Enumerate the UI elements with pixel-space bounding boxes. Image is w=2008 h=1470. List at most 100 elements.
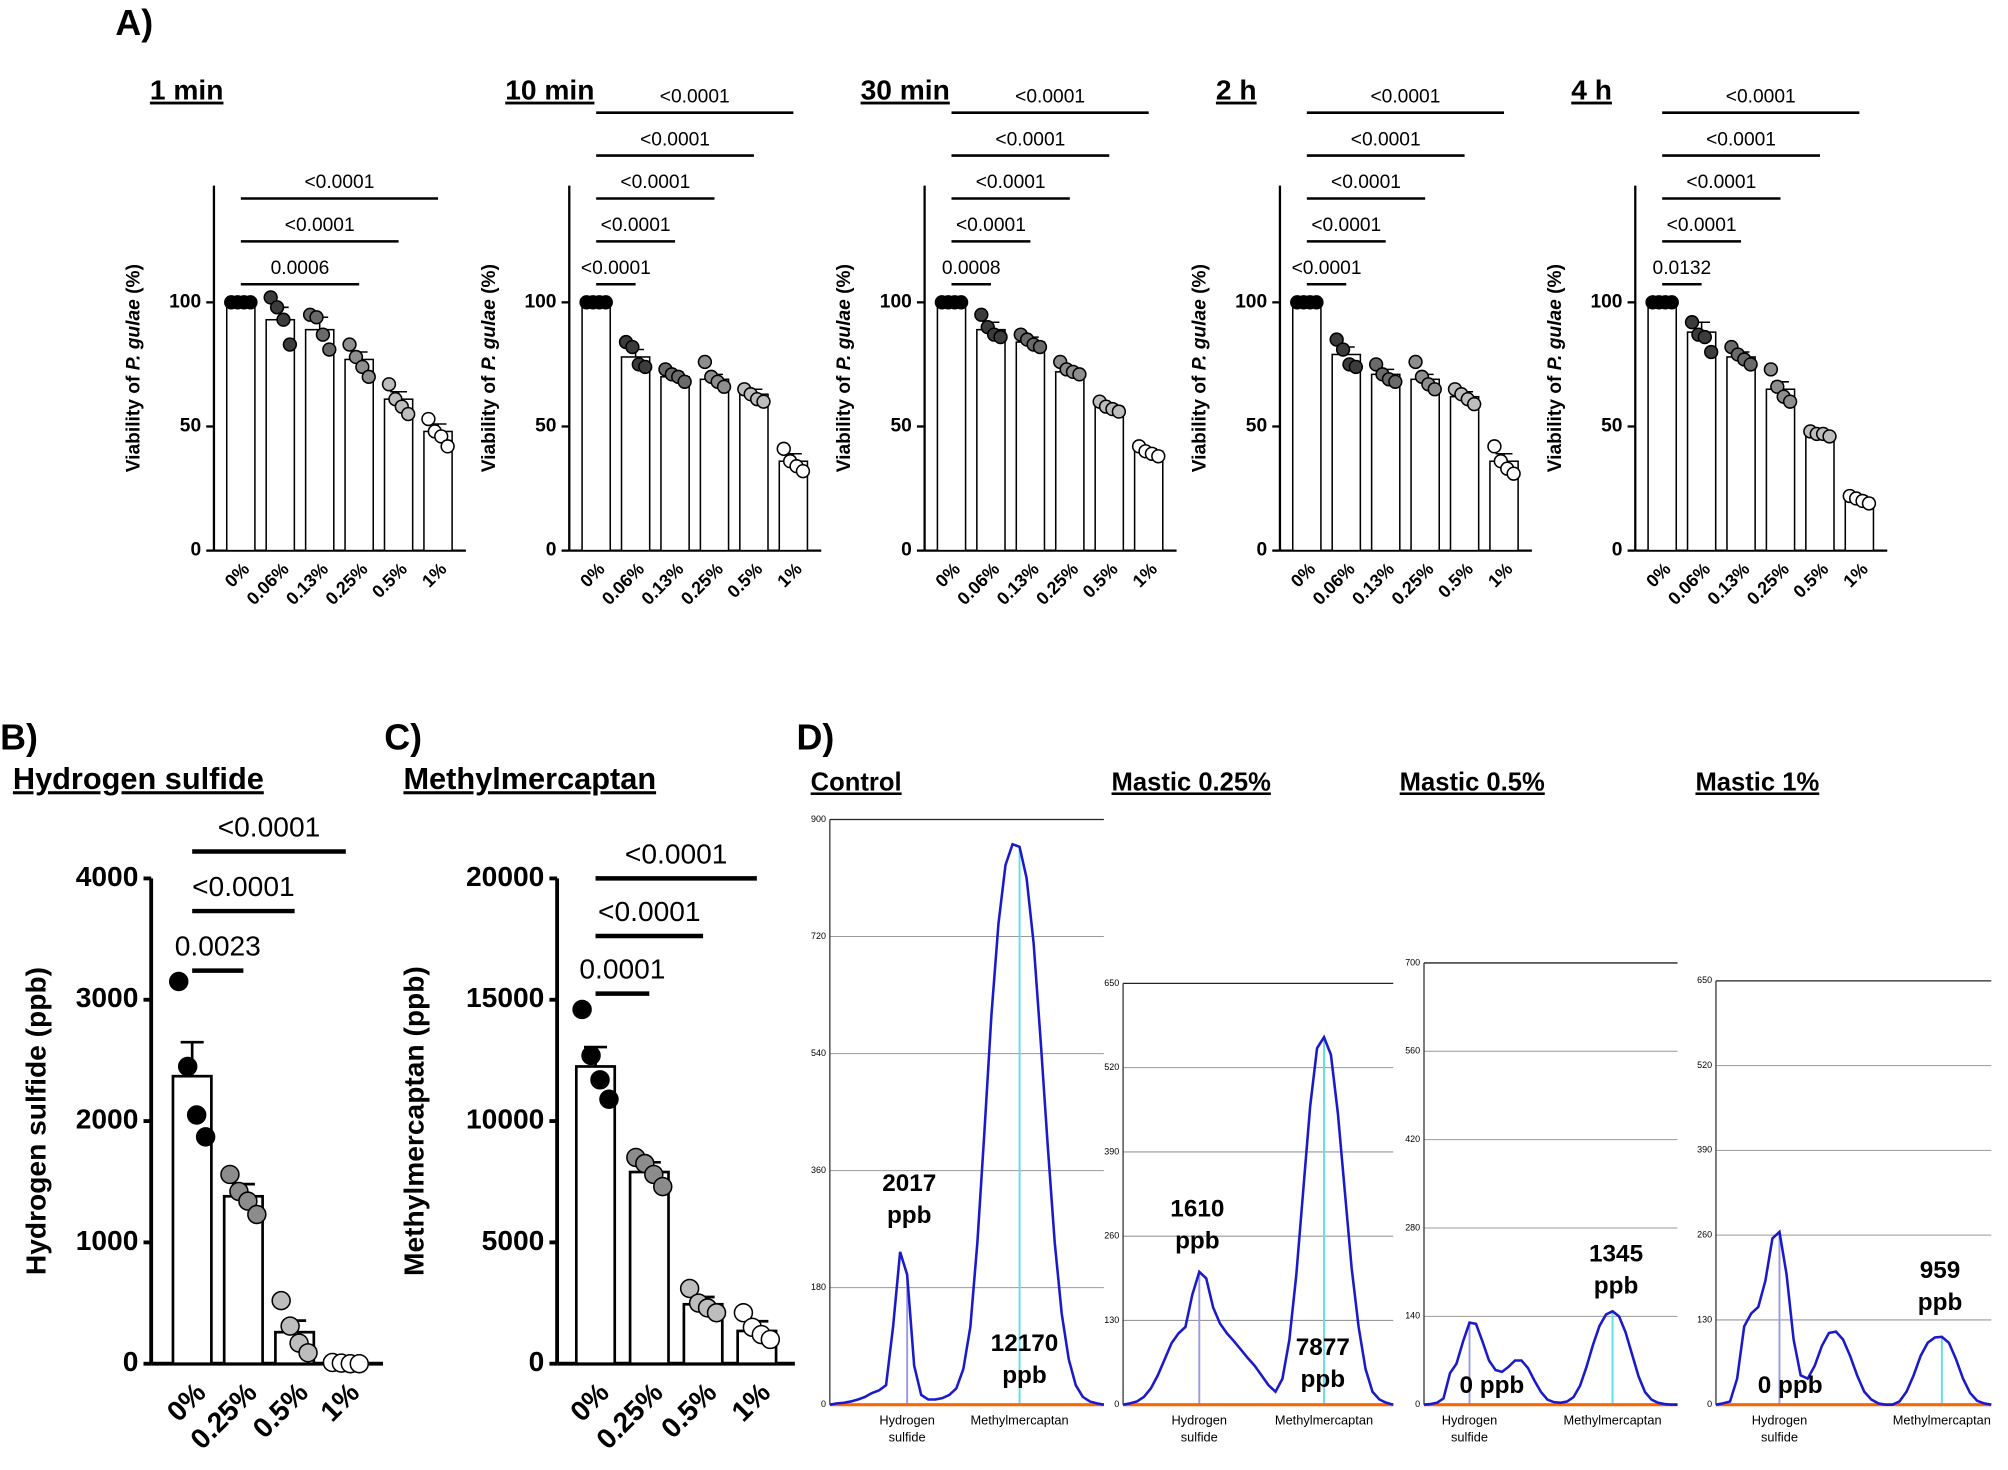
bar	[976, 328, 1006, 552]
y-tick-label: 100	[524, 291, 556, 312]
x-tick-label: 0.5%	[1079, 559, 1122, 602]
data-point	[271, 1290, 291, 1311]
peak-name: sulfide	[1451, 1429, 1488, 1444]
y-tick-label: 50	[535, 416, 556, 437]
p-value-label: <0.0001	[218, 810, 321, 842]
y-axis-label-part: (%)	[834, 264, 855, 299]
bar	[1015, 341, 1046, 552]
x-tick-label: 0.06%	[1664, 559, 1714, 609]
peak-name: Methylmercaptan	[1563, 1413, 1661, 1428]
x-tick-label: 0.25%	[1743, 559, 1793, 609]
data-point	[381, 377, 397, 392]
peak-name: Hydrogen	[1172, 1413, 1227, 1428]
data-point	[1151, 449, 1166, 464]
y-axis-label-part: P. gulae	[124, 299, 145, 370]
data-point	[361, 369, 376, 384]
p-value-label: 0.0001	[579, 953, 665, 985]
bar-chart: 2 h Viability of P. gulae (%) 0 50 100 0%0.06…	[1190, 74, 1532, 609]
x-tick-label: 1%	[418, 559, 450, 591]
x-tick-label: 1%	[1484, 559, 1516, 591]
y-tick-label: 2000	[76, 1103, 139, 1135]
data-point	[1032, 339, 1048, 355]
chart-title: Mastic 1%	[1695, 768, 1819, 796]
bar	[739, 393, 769, 552]
y-tick-label: 390	[1697, 1145, 1712, 1155]
y-tick-label: 720	[811, 931, 826, 941]
bar	[936, 301, 967, 552]
chart-title: 2 h	[1216, 74, 1257, 106]
x-tick-label: 0.13%	[637, 559, 687, 609]
p-value-label: 0.0006	[271, 258, 330, 279]
bar	[222, 1194, 264, 1366]
y-axis-label-part: Viability of	[1545, 370, 1566, 472]
chart-title: Control	[811, 768, 902, 796]
x-tick-label: 0.06%	[598, 559, 648, 609]
y-tick-label: 50	[1246, 416, 1267, 437]
y-tick-label: 0	[821, 1399, 826, 1409]
peak-annotation: 2017	[882, 1170, 936, 1197]
p-value-label: <0.0001	[598, 895, 701, 927]
peak-annotation: 7877	[1296, 1334, 1350, 1361]
data-point	[795, 463, 811, 479]
bar	[1291, 301, 1322, 552]
data-point	[342, 337, 357, 352]
bar	[171, 1074, 213, 1366]
y-tick-label: 100	[880, 291, 912, 312]
peak-annotation: ppb	[1002, 1362, 1047, 1389]
data-point	[1335, 342, 1351, 357]
bar	[1647, 301, 1678, 552]
data-point	[315, 327, 331, 342]
signal-line	[1423, 1309, 1678, 1406]
y-tick-label: 0	[1707, 1399, 1712, 1409]
data-point	[421, 411, 436, 427]
x-tick-label: 0.06%	[1309, 559, 1359, 609]
data-point	[440, 439, 455, 454]
data-point	[177, 1056, 198, 1077]
y-tick-label: 900	[811, 814, 826, 824]
bar	[1133, 450, 1164, 552]
data-point	[1697, 329, 1712, 345]
x-tick-label: 0.06%	[243, 559, 293, 609]
data-point	[280, 1316, 300, 1336]
data-point	[953, 295, 969, 310]
data-point	[1072, 367, 1087, 382]
bar	[1449, 395, 1480, 552]
panel-label: A)	[115, 3, 153, 43]
data-point	[625, 339, 640, 355]
data-point	[1506, 466, 1521, 481]
data-point	[348, 349, 364, 365]
x-tick-label: 1%	[314, 1376, 365, 1427]
data-point	[756, 394, 771, 409]
x-tick-label: 0%	[221, 559, 253, 591]
data-point	[1427, 382, 1442, 397]
data-point	[1743, 357, 1758, 372]
x-tick-label: 0%	[932, 559, 964, 591]
x-tick-label: 0.13%	[1703, 559, 1753, 609]
y-tick-label: 700	[1405, 957, 1420, 967]
p-value-label: <0.0001	[1331, 172, 1401, 193]
y-tick-label: 50	[890, 416, 911, 437]
y-tick-label: 15000	[466, 981, 544, 1013]
y-axis-label: Viability of P. gulae (%)	[124, 264, 145, 472]
data-point	[1782, 394, 1798, 409]
data-point	[195, 1127, 216, 1147]
bar	[225, 301, 256, 552]
y-axis-label-part: (%)	[124, 264, 145, 299]
panel-label: C)	[384, 718, 422, 758]
y-tick-label: 650	[1104, 978, 1119, 988]
x-tick-label: 0.25%	[677, 559, 727, 609]
data-point	[733, 1303, 754, 1323]
y-axis-label: Viability of P. gulae (%)	[1545, 264, 1566, 472]
data-point	[269, 300, 285, 315]
x-tick-label: 0.06%	[953, 559, 1003, 609]
y-tick-label: 0	[1256, 540, 1267, 561]
y-tick-label: 420	[1405, 1134, 1420, 1144]
data-point	[653, 1176, 673, 1197]
data-point	[760, 1329, 781, 1350]
y-tick-label: 0	[190, 540, 201, 561]
data-point	[186, 1105, 207, 1125]
p-value-label: <0.0001	[1706, 129, 1776, 150]
y-axis-label: Hydrogen sulfide (ppb)	[20, 967, 52, 1275]
peak-annotation: 0 ppb	[1459, 1372, 1524, 1399]
chromatogram: Mastic 0.25% 0 130 260 390 520 650 1610 ppb 7877 p…	[1104, 768, 1394, 1444]
